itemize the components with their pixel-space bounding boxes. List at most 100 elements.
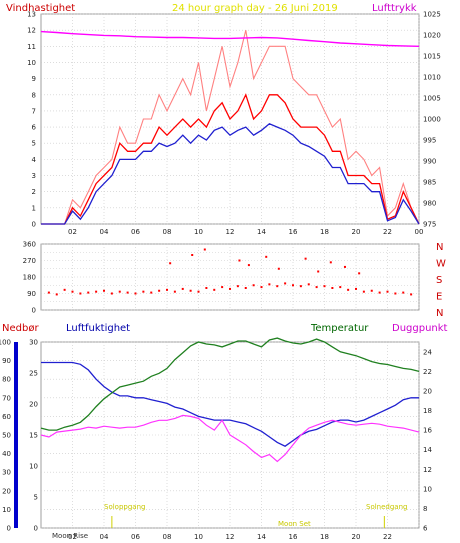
pressure-label: Lufttrykk [372,3,417,14]
pressure-y-tick: 1020 [423,32,441,40]
x-tick: 18 [320,533,329,541]
wind-y-tick: 9 [32,75,36,83]
direction-point [126,291,129,294]
pressure-y-tick: 1000 [423,116,441,124]
temperature-label: Temperatur [310,323,369,334]
direction-y-tick: 180 [23,274,36,282]
rain-y-tick: 25 [29,370,38,378]
direction-point [203,248,206,251]
direction-y-tick: 270 [23,257,36,265]
humidity-y-tick: 40 [2,450,11,458]
rain-y-tick: 30 [29,339,38,347]
x-tick: 18 [320,228,329,236]
temperature-y-tick: 16 [423,427,432,435]
direction-point [55,293,58,296]
direction-point [134,292,137,295]
direction-point [191,254,194,256]
direction-point [402,291,405,294]
x-tick: 22 [383,533,392,541]
x-tick: 20 [352,533,361,541]
pressure-line [40,30,420,47]
direction-point [292,284,294,287]
x-tick: 04 [100,533,109,541]
x-tick: 08 [163,228,172,236]
x-tick: 06 [131,228,140,236]
sunset-label: Solnedgang [366,503,407,511]
direction-point [110,292,113,295]
humidity-label: Luftfuktighet [66,323,130,334]
wind-y-tick: 2 [32,188,36,196]
wind-y-tick: 11 [27,43,36,51]
rain-axis-bar [14,342,18,528]
sunrise-label: Soloppgang [104,503,145,511]
direction-point [331,287,334,289]
direction-point [247,264,250,267]
wind-y-tick: 12 [27,27,36,35]
humidity-y-tick: 60 [2,413,11,421]
wind-y-tick: 7 [32,107,36,115]
x-tick: 00 [415,228,424,236]
direction-point [87,291,90,294]
wind-y-tick: 6 [32,124,37,132]
pressure-y-tick: 1010 [423,74,441,82]
humidity-y-tick: 0 [7,525,11,533]
x-tick: 08 [163,533,172,541]
pressure-y-tick: 990 [423,158,436,166]
wind-line [41,93,420,225]
direction-point [362,290,365,293]
pressure-y-tick: 1025 [423,11,441,19]
wind-y-tick: 1 [32,204,36,212]
x-tick: 14 [257,228,266,236]
direction-point [213,288,216,291]
pressure-y-tick: 975 [423,221,436,229]
x-tick: 20 [352,228,361,236]
humidity-y-tick: 10 [2,506,11,514]
direction-point [181,287,184,290]
direction-point [238,259,241,262]
humidity-y-tick: 30 [2,469,11,477]
direction-point [343,265,346,268]
dewpoint-label: Duggpunkt [392,323,448,334]
direction-point [71,290,74,293]
temperature-y-tick: 10 [423,485,432,493]
direction-point [355,287,357,290]
rain-label: Nedbør [2,323,39,334]
direction-point [169,262,172,265]
temperature-y-tick: 6 [423,525,428,533]
x-tick: 12 [226,228,235,236]
direction-letter: E [436,292,442,303]
direction-y-tick: 360 [23,241,36,249]
avg_wind-line [41,123,420,225]
rain-y-tick: 20 [29,401,38,409]
x-tick: 02 [68,228,77,236]
direction-point [252,284,255,287]
direction-point [47,291,50,294]
direction-point [268,283,271,286]
wind-y-tick: 4 [32,156,37,164]
temperature-y-tick: 12 [423,466,432,474]
rain-y-tick: 10 [29,463,38,471]
moon-rise-label: Moon Rise [52,532,88,540]
humidity-y-tick: 50 [2,432,11,440]
direction-letter: S [436,275,442,286]
direction-point [370,289,373,292]
pressure-y-tick: 980 [423,200,436,208]
x-tick: 22 [383,228,392,236]
pressure-y-tick: 1005 [423,95,441,103]
moon-set-label: Moon Set [278,520,311,528]
temperature-y-tick: 24 [423,348,432,356]
direction-point [307,283,310,286]
humidity-y-tick: 70 [2,394,11,402]
direction-point [118,290,121,293]
direction-point [358,272,361,275]
direction-point [166,288,168,291]
pressure-y-tick: 995 [423,137,436,145]
direction-point [260,286,263,289]
humidity-y-tick: 80 [2,376,11,384]
direction-point [236,285,239,288]
gust-line [41,30,420,225]
direction-point [410,293,413,296]
direction-point [323,285,326,288]
direction-point [284,282,287,285]
